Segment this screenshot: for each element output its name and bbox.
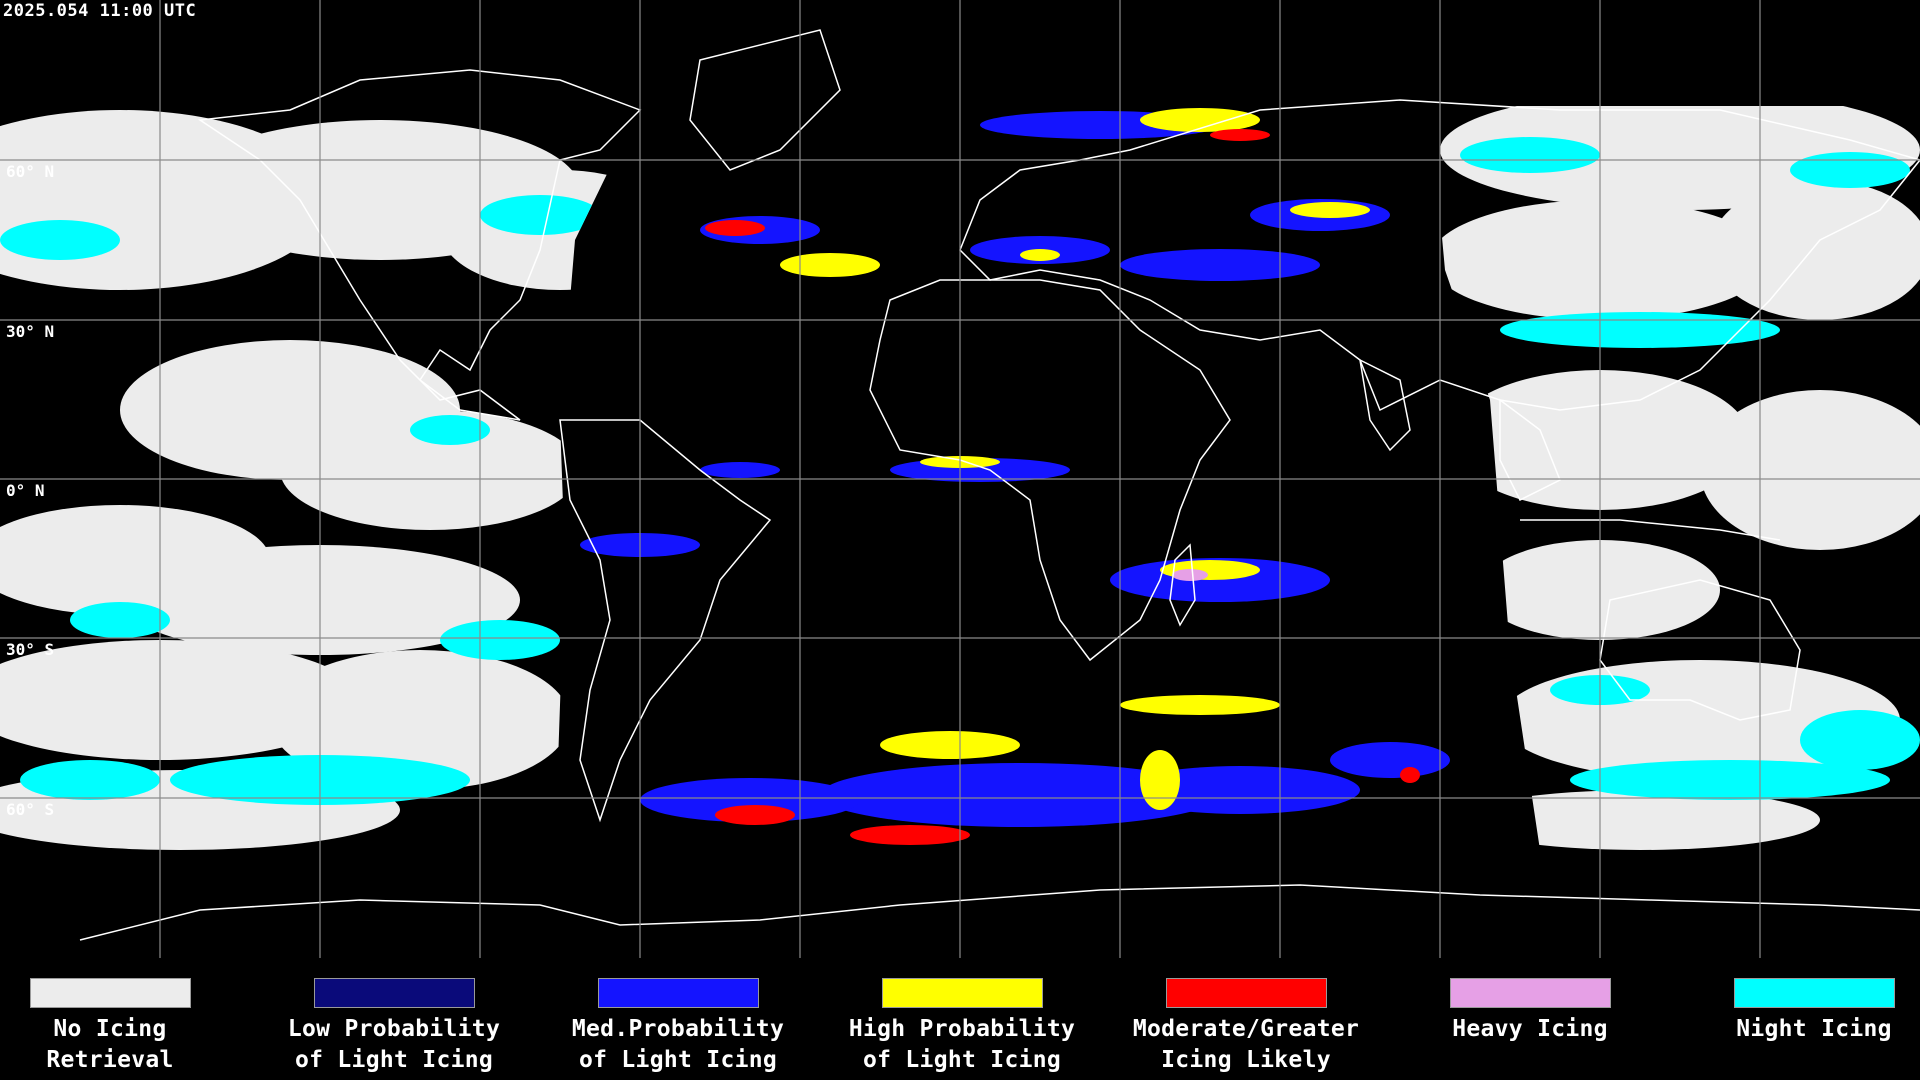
coastline-antarctica bbox=[79, 884, 1920, 941]
coastline-indonesia bbox=[1520, 519, 1781, 541]
legend-item-med-probability: Med.Probability of Light Icing bbox=[536, 978, 820, 1076]
legend-item-moderate-greater: Moderate/Greater Icing Likely bbox=[1104, 978, 1388, 1076]
legend-label-heavy-icing: Heavy Icing bbox=[1452, 1016, 1608, 1042]
legend: No Icing Retrieval Low Probability of Li… bbox=[0, 958, 1920, 1080]
coastline-greenland bbox=[689, 29, 841, 171]
legend-label-no-icing: No Icing Retrieval bbox=[46, 1016, 174, 1073]
legend-item-night-icing: Night Icing bbox=[1672, 978, 1920, 1045]
coastline-southeast-asia bbox=[1499, 398, 1561, 502]
legend-label-night-icing: Night Icing bbox=[1736, 1016, 1892, 1042]
lat-lon-grid bbox=[0, 0, 1920, 958]
coastline-madagascar bbox=[1169, 543, 1196, 627]
timestamp-label: 2025.054 11:00 UTC bbox=[3, 1, 197, 21]
legend-label-med-probability: Med.Probability of Light Icing bbox=[571, 1016, 785, 1073]
coastline-africa bbox=[869, 279, 1231, 662]
legend-swatch-low-probability bbox=[313, 978, 475, 1008]
legend-swatch-no-icing bbox=[29, 978, 191, 1008]
coastline-australia bbox=[1599, 579, 1801, 721]
latitude-label-30s: 30° S bbox=[6, 640, 55, 659]
legend-swatch-night-icing bbox=[1733, 978, 1895, 1008]
legend-label-moderate-greater: Moderate/Greater Icing Likely bbox=[1132, 1016, 1360, 1073]
latitude-label-60n: 60° N bbox=[6, 162, 55, 181]
legend-item-heavy-icing: Heavy Icing bbox=[1388, 978, 1672, 1045]
coastline-south-america bbox=[559, 419, 772, 823]
legend-swatch-med-probability bbox=[597, 978, 759, 1008]
legend-item-high-probability: High Probability of Light Icing bbox=[820, 978, 1104, 1076]
coastlines bbox=[79, 29, 1920, 941]
coastline-north-america bbox=[197, 69, 642, 421]
legend-swatch-high-probability bbox=[881, 978, 1043, 1008]
day-region-icing-patches bbox=[580, 108, 1450, 845]
legend-swatch-heavy-icing bbox=[1449, 978, 1611, 1008]
legend-item-no-icing: No Icing Retrieval bbox=[0, 978, 252, 1076]
legend-swatch-moderate-greater bbox=[1165, 978, 1327, 1008]
latitude-label-30n: 30° N bbox=[6, 322, 55, 341]
legend-item-low-probability: Low Probability of Light Icing bbox=[252, 978, 536, 1076]
legend-label-high-probability: High Probability of Light Icing bbox=[848, 1016, 1076, 1073]
coastline-india bbox=[1359, 358, 1411, 452]
legend-label-low-probability: Low Probability of Light Icing bbox=[287, 1016, 501, 1073]
latitude-label-60s: 60° S bbox=[6, 800, 55, 819]
west-hemisphere-retrieval bbox=[0, 110, 640, 850]
icing-map bbox=[0, 0, 1920, 958]
latitude-label-0n: 0° N bbox=[6, 481, 45, 500]
